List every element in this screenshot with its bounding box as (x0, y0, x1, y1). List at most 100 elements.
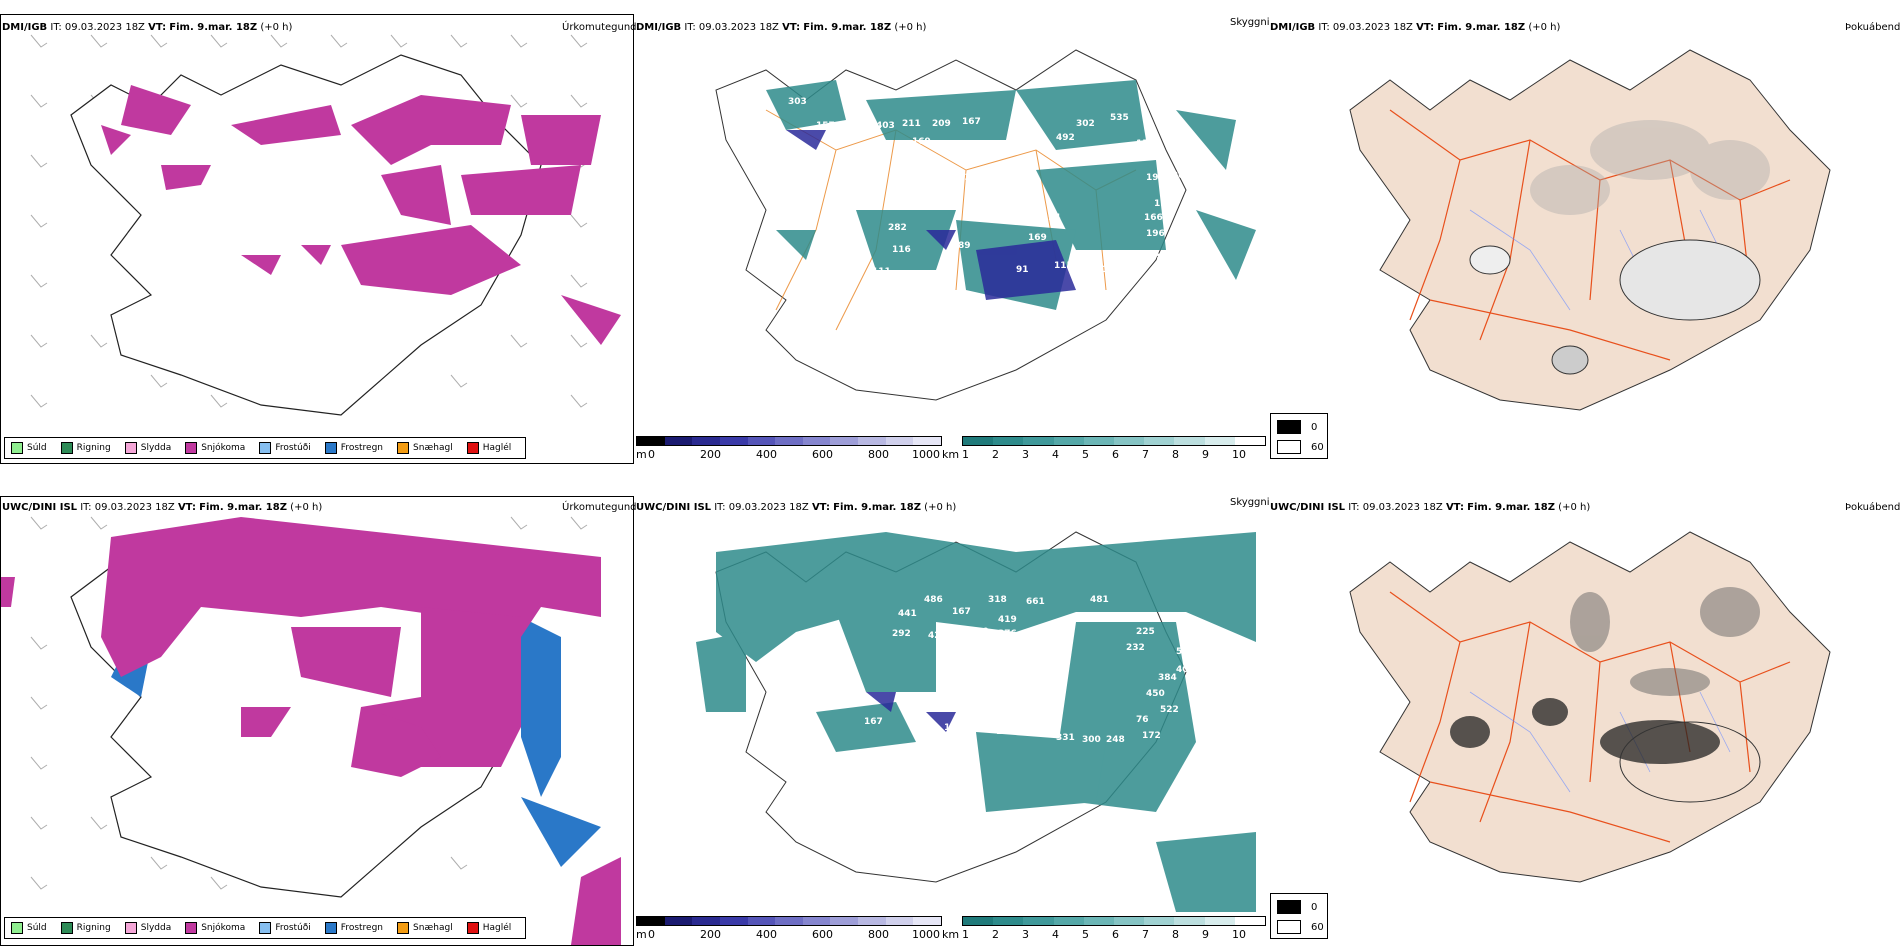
fog-title-1: Þokuábendi (1845, 22, 1900, 33)
cloud-label: 107 (944, 723, 963, 733)
precip-legend-1: Súld Rigning Slydda Snjókoma Frostúði Fr… (4, 437, 527, 459)
cloud-label: 167 (952, 607, 971, 617)
cloud-label: 201 (952, 643, 971, 653)
cloud-label: 118 (1154, 199, 1173, 209)
visibility-tick: 9 (1202, 928, 1209, 941)
precip-legend-2: Súld Rigning Slydda Snjókoma Frostúði Fr… (4, 917, 527, 939)
fog-legend-label: 0 (1311, 421, 1318, 433)
visibility-tick: 7 (1142, 928, 1149, 941)
cloud-label: 409 (1176, 665, 1195, 675)
cloud-label: 105 (960, 147, 979, 157)
visibility-tick: 5 (1082, 448, 1089, 461)
cloud-label: 171 (1028, 713, 1047, 723)
visibility-tick: 1 (962, 928, 969, 941)
cloud-label: 209 (932, 119, 951, 129)
cloud-label: 91 (1016, 265, 1029, 275)
cloud-label: 441 (898, 609, 917, 619)
visibility-unit: km (942, 928, 960, 941)
cloud-label: 522 (1160, 705, 1179, 715)
cloud-label: 211 (902, 119, 921, 129)
cloud-map-1: 303 157 403 211 209 167 169 302 535 492 … (636, 30, 1266, 430)
cloud-label: 225 (1136, 627, 1155, 637)
fog-legend-label: 60 (1311, 441, 1324, 453)
cloud-label: 543 (1176, 647, 1195, 657)
cloud-label: 384 (1158, 673, 1177, 683)
cloud-map-2: 486 318 661 481 441 167 419 225 292 426 … (636, 512, 1266, 912)
fog-header-2: UWC/DINI ISL IT: 09.03.2023 18Z VT: Fim.… (1270, 502, 1591, 513)
cloud-label: 152 (1136, 139, 1155, 149)
fog-map-1 (1270, 30, 1900, 430)
cloud-label: 196 (1146, 229, 1165, 239)
visibility-tick: 7 (1142, 448, 1149, 461)
visibility-tick: 6 (1112, 448, 1119, 461)
precip-header-2: UWC/DINI ISL IT: 09.03.2023 18Z VT: Fim.… (2, 502, 323, 513)
cloud-label: 167 (962, 117, 981, 127)
precip-map-frame-2 (0, 496, 634, 946)
cloud-label: 282 (888, 223, 907, 233)
fog-map-svg-2 (1349, 531, 1831, 883)
fog-legend-1: 0 60 (1270, 413, 1328, 459)
cloudbase-tick: 400 (756, 448, 777, 461)
cloud-label: 76 (1136, 715, 1149, 725)
visibility-tick: 4 (1052, 928, 1059, 941)
cloud-label: 176 (998, 163, 1017, 173)
visibility-tick: 8 (1172, 448, 1179, 461)
visibility-tick: 4 (1052, 448, 1059, 461)
cloud-label: 208 (1144, 253, 1163, 263)
cloud-label: 169 (1028, 233, 1047, 243)
visibility-colorbar-2: km 1 2 3 4 5 6 7 8 9 10 (942, 916, 1266, 944)
fog-title-2: Þokuábendi (1845, 502, 1900, 513)
cloudbase-colorbar-2: m 0 200 400 600 800 1000 (636, 916, 942, 944)
cloud-label: 169 (912, 137, 931, 147)
cloud-label: 167 (864, 717, 883, 727)
cloud-label: 116 (892, 245, 911, 255)
cloud-label: 288 (776, 147, 795, 157)
fog-map-2 (1270, 512, 1900, 892)
visibility-tick: 10 (1232, 928, 1246, 941)
visibility-tick: 6 (1112, 928, 1119, 941)
fog-legend-2: 0 60 (1270, 893, 1328, 939)
cloud-label: 27 (826, 223, 839, 233)
cloudbase-tick: 200 (700, 448, 721, 461)
visibility-tick: 3 (1022, 928, 1029, 941)
cloud-label: 94 (1048, 213, 1061, 223)
cloudbase-tick: 800 (868, 928, 889, 941)
cloud-label: 224 (952, 657, 971, 667)
precip-map-2 (1, 516, 621, 945)
cloud-label: 292 (892, 629, 911, 639)
cloud-label: 169 (1102, 265, 1121, 275)
visibility-tick: 2 (992, 448, 999, 461)
cloud-label: 115 (1054, 261, 1073, 271)
visibility-colorbar-1: km 1 2 3 4 5 6 7 8 9 10 (942, 436, 1266, 464)
precip-map-1 (30, 34, 621, 416)
visibility-tick: 1 (962, 448, 969, 461)
visibility-tick: 3 (1022, 448, 1029, 461)
cloud-label: 172 (1142, 731, 1161, 741)
cloudbase-unit: m (636, 928, 647, 941)
visibility-tick: 10 (1232, 448, 1246, 461)
visibility-tick: 9 (1202, 448, 1209, 461)
cloud-label: 303 (788, 97, 807, 107)
visibility-tick: 5 (1082, 928, 1089, 941)
cloud-label: 315 (1184, 193, 1203, 203)
cloud-label: 208 (970, 673, 989, 683)
fog-legend-label: 0 (1311, 901, 1318, 913)
cloud-label: 376 (998, 629, 1017, 639)
cloudbase-tick: 0 (648, 928, 655, 941)
visibility-tick: 2 (992, 928, 999, 941)
cloud-label: 166 (1144, 213, 1163, 223)
cloud-title-1: Skyggni (1230, 17, 1270, 28)
cloud-label: 290 (970, 627, 989, 637)
cloud-label: 661 (1026, 597, 1045, 607)
fog-map-svg-1 (1349, 49, 1831, 411)
cloud-label: 168 (748, 133, 767, 143)
precip-header-1: DMI/IGB IT: 09.03.2023 18Z VT: Fim. 9.ma… (2, 22, 293, 33)
cloud-label: 232 (1126, 643, 1145, 653)
cloud-label: 111 (872, 267, 891, 277)
cloud-label: 535 (1110, 113, 1129, 123)
cloud-label: 176 (1026, 729, 1045, 739)
cloud-label: 515 (990, 655, 1009, 665)
precip-title-1: Úrkomutegund (562, 22, 637, 33)
cloud-title-2: Skyggni (1230, 497, 1270, 508)
cloud-label: 377 (808, 183, 827, 193)
